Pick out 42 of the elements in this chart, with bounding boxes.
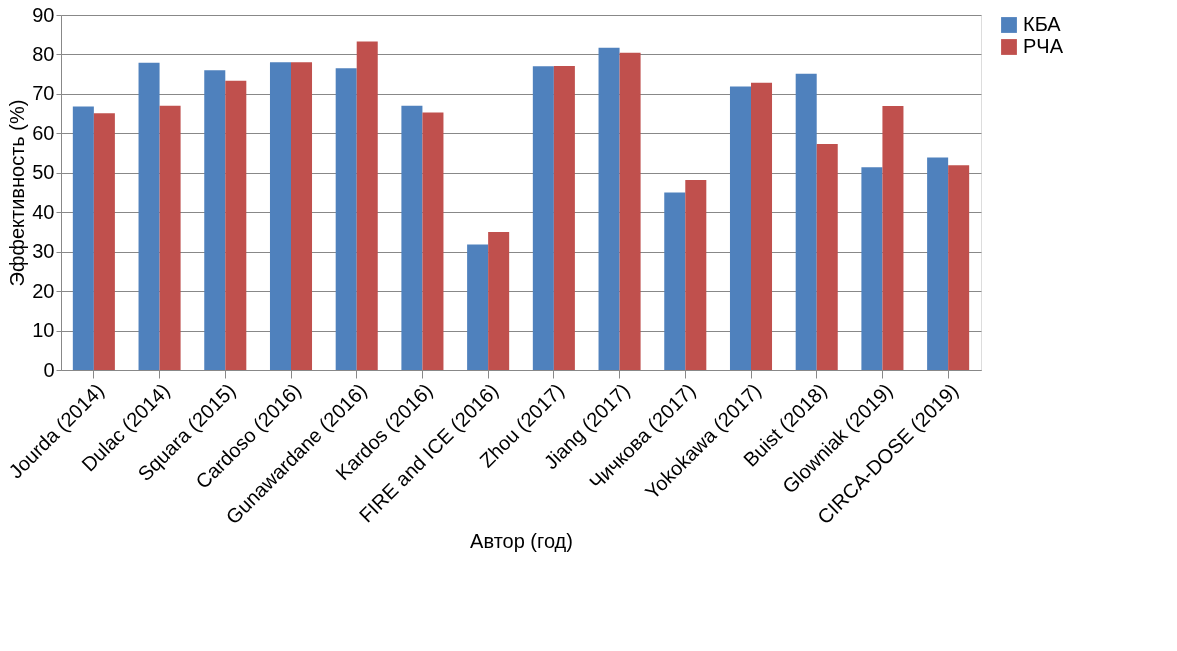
bar: [598, 47, 620, 370]
bar: [816, 143, 838, 370]
y-tick-label: 90: [32, 3, 55, 26]
bar: [948, 165, 970, 370]
bar: [467, 244, 489, 370]
bar: [72, 106, 94, 370]
bar: [138, 62, 160, 370]
bar: [861, 167, 883, 370]
legend-label: КБА: [1023, 13, 1062, 35]
bar: [269, 62, 291, 370]
bar: [927, 157, 949, 370]
bar: [93, 113, 115, 370]
bar: [335, 68, 357, 370]
bar: [159, 105, 181, 370]
bar: [751, 82, 773, 370]
bar: [619, 52, 641, 370]
bar: [291, 62, 313, 370]
legend-label: РЧА: [1023, 35, 1064, 57]
y-tick-label: 50: [32, 161, 55, 184]
bar: [532, 66, 554, 370]
y-tick-label: 20: [32, 279, 55, 302]
bar: [356, 41, 378, 370]
bar: [422, 112, 444, 370]
y-tick-label: 70: [32, 82, 55, 105]
y-tick-label: 10: [32, 319, 55, 342]
bar: [553, 65, 575, 370]
bar: [204, 70, 226, 370]
y-tick-label: 0: [43, 358, 55, 381]
y-tick-label: 60: [32, 121, 55, 144]
y-tick-label: 80: [32, 42, 55, 65]
bar: [882, 106, 904, 370]
bar: [664, 192, 686, 370]
y-tick-label: 40: [32, 200, 55, 223]
y-tick-label: 30: [32, 240, 55, 263]
bar: [401, 105, 423, 370]
bar: [488, 231, 510, 370]
bar: [729, 86, 751, 370]
bar: [795, 73, 817, 370]
bar: [225, 80, 247, 370]
x-axis-title: Автор (год): [470, 530, 573, 553]
y-axis-title: Эффективность (%): [6, 99, 29, 287]
bar: [685, 179, 707, 370]
